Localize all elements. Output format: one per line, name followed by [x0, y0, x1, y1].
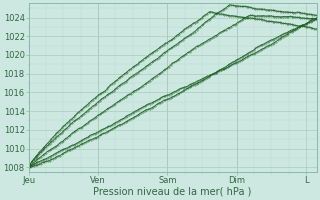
- X-axis label: Pression niveau de la mer( hPa ): Pression niveau de la mer( hPa ): [93, 187, 252, 197]
